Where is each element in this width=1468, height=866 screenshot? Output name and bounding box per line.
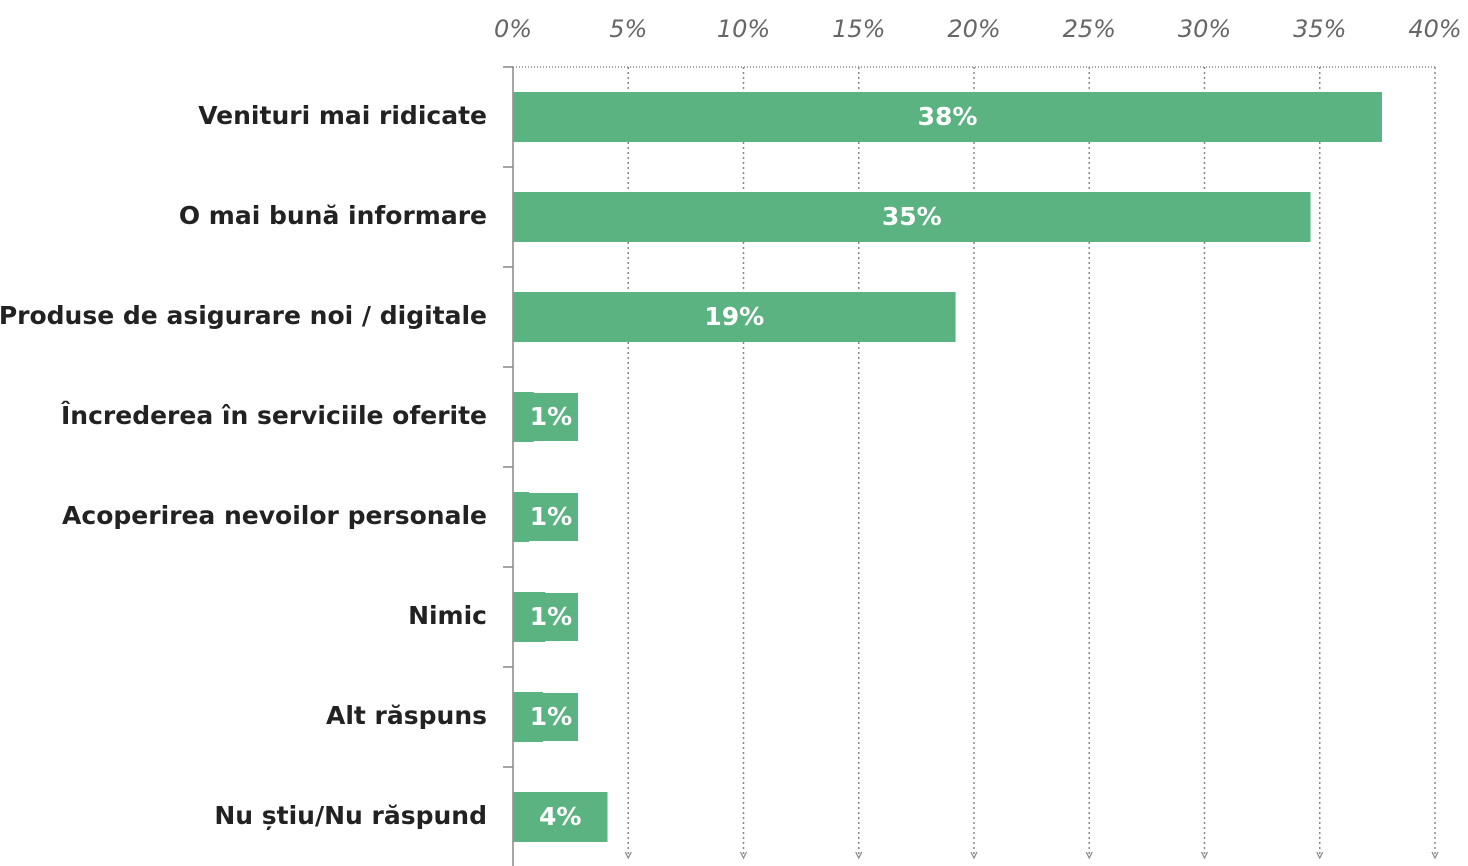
grid-arrow <box>1431 851 1439 860</box>
label-background <box>525 393 578 441</box>
bar <box>513 192 1311 242</box>
label-background <box>525 493 578 541</box>
grid-arrow <box>739 851 748 860</box>
category-label: Venituri mai ridicate <box>198 101 487 130</box>
grid-arrow <box>624 851 632 860</box>
label-background <box>525 693 578 741</box>
x-tick-label: 0% <box>494 15 532 43</box>
x-tick-label: 10% <box>717 15 770 43</box>
value-label: 35% <box>882 202 942 231</box>
value-label: 1% <box>530 402 572 431</box>
grid-arrow <box>1316 851 1324 860</box>
bar <box>513 92 1382 142</box>
x-tick-label: 30% <box>1178 15 1231 43</box>
grid-arrow <box>970 851 978 860</box>
category-label: Încrederea în serviciile oferite <box>61 401 487 430</box>
label-background <box>525 593 578 641</box>
x-tick-label: 20% <box>947 15 1000 43</box>
x-tick-label: 15% <box>832 15 885 43</box>
bar <box>513 292 956 342</box>
category-label: Alt răspuns <box>326 701 487 730</box>
category-label: Produse de asigurare noi / digitale <box>0 301 487 330</box>
category-label: Nimic <box>408 601 487 630</box>
value-label: 1% <box>530 602 572 631</box>
value-label: 4% <box>539 802 581 831</box>
category-label: O mai bună informare <box>179 201 487 230</box>
x-tick-label: 25% <box>1063 15 1116 43</box>
grid-arrow <box>855 851 863 860</box>
x-tick-label: 5% <box>609 15 647 43</box>
value-label: 38% <box>918 102 978 131</box>
category-label: Acoperirea nevoilor personale <box>62 501 487 530</box>
value-label: 19% <box>704 302 764 331</box>
grid-arrow <box>1200 851 1209 860</box>
x-tick-label: 35% <box>1293 15 1346 43</box>
x-tick-label: 40% <box>1408 15 1461 43</box>
bar <box>513 792 608 842</box>
value-label: 1% <box>530 702 572 731</box>
value-label: 1% <box>530 502 572 531</box>
category-label: Nu știu/Nu răspund <box>214 801 487 830</box>
grid-arrow <box>1085 851 1093 860</box>
